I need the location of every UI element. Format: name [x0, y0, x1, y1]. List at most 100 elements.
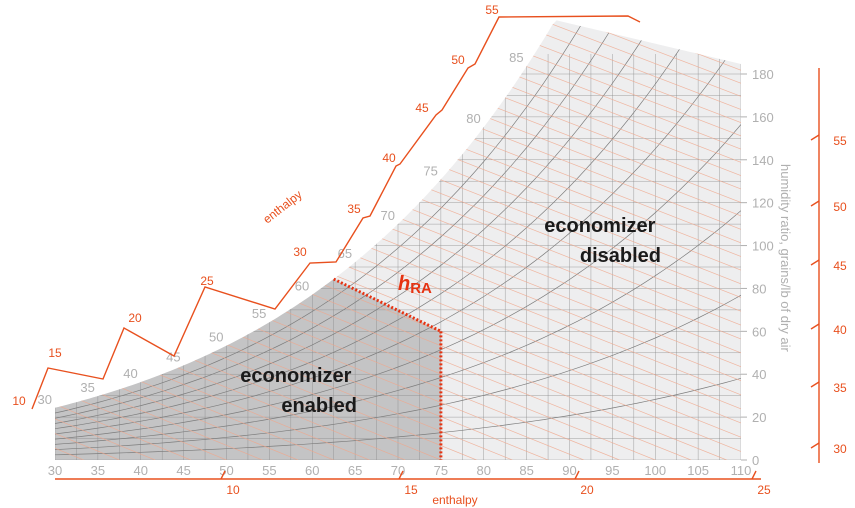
x-tick-labels: 30 35 40 45 50 55 60 65 70 75 80 85 90 95 100 105 110: [48, 463, 752, 478]
enthalpy-left-tick-label: 35: [347, 202, 361, 216]
enthalpy-line: [55, 20, 442, 461]
rh-curve: [55, 36, 741, 435]
rh-curve: [55, 20, 741, 419]
sat-label: 40: [123, 366, 137, 381]
x-tick-label: 65: [348, 463, 362, 478]
y-axis-label: humidity ratio, grains/lb of dry air: [778, 164, 793, 353]
enthalpy-bottom-tick-label: 20: [580, 483, 594, 497]
sat-label: 70: [381, 208, 395, 223]
rh-curve: [55, 20, 741, 430]
enthalpy-right-tick-label: 50: [833, 200, 847, 214]
x-tick-label: 105: [687, 463, 709, 478]
disabled-line2: disabled: [580, 245, 661, 267]
enthalpy-line: [55, 20, 120, 461]
enthalpy-right-tick-label: 40: [833, 323, 847, 337]
enthalpy-bottom-tick-label: 10: [226, 483, 240, 497]
enthalpy-scale-bottom: 10 15 20 25: [55, 470, 771, 497]
enthalpy-line: [344, 20, 741, 461]
enthalpy-bottom-tick: [751, 470, 757, 480]
enthalpy-right-tick: [810, 442, 820, 449]
sat-label: 60: [295, 279, 309, 294]
enthalpy-line: [446, 20, 741, 461]
enthalpy-bottom-tick: [220, 470, 226, 480]
enthalpy-left-tick-label: 25: [200, 274, 214, 288]
sat-label: 55: [252, 306, 266, 321]
x-tick-label: 85: [519, 463, 533, 478]
x-tick-label: 90: [562, 463, 576, 478]
sat-label: 35: [80, 380, 94, 395]
y-tick-label: 140: [752, 153, 774, 168]
enthalpy-right-tick: [810, 381, 820, 388]
enthalpy-right-tick-label: 45: [833, 259, 847, 273]
x-tick-label: 40: [134, 463, 148, 478]
x-tick-label: 50: [219, 463, 233, 478]
x-tick-label: 75: [434, 463, 448, 478]
enabled-line2: enabled: [281, 395, 357, 417]
x-tick-label: 30: [48, 463, 62, 478]
enthalpy-line: [412, 20, 741, 461]
rh-curve: [55, 124, 741, 440]
sat-label: 30: [38, 392, 52, 407]
enthalpy-line: [480, 20, 741, 461]
enthalpy-line: [55, 20, 549, 461]
y-tick-label: 160: [752, 110, 774, 125]
enthalpy-left-axis: [31, 15, 641, 410]
x-tick-label: 55: [262, 463, 276, 478]
y-tick-label: 80: [752, 281, 766, 296]
enthalpy-line: [378, 20, 741, 461]
sat-label: 45: [166, 349, 180, 364]
sat-label: 75: [423, 163, 437, 178]
x-tick-label: 95: [605, 463, 619, 478]
enthalpy-right-tick: [810, 323, 820, 330]
x-tick-label: 45: [176, 463, 190, 478]
y-tick-label: 100: [752, 239, 774, 254]
enthalpy-line: [55, 20, 370, 461]
enthalpy-scale-left: 10 15 20 25 30 35 40 45 50 55: [12, 3, 641, 410]
enthalpy-line: [55, 20, 334, 461]
enthalpy-scale-right: 30 35 40 45 50 55: [810, 68, 847, 463]
x-tick-label: 35: [91, 463, 105, 478]
enthalpy-left-tick-label: 55: [485, 3, 499, 17]
enthalpy-bottom-tick: [398, 470, 404, 480]
boundary-label-h: h: [398, 273, 410, 295]
x-tick-label: 60: [305, 463, 319, 478]
enthalpy-right-tick: [810, 200, 820, 207]
y-tick-label: 120: [752, 196, 774, 211]
economizer-enabled-label: economizer enabled: [240, 365, 357, 417]
enthalpy-left-tick-label: 10: [12, 394, 26, 408]
enthalpy-left-tick-label: 15: [48, 346, 62, 360]
x-tick-label: 80: [477, 463, 491, 478]
y-tick-label: 60: [752, 324, 766, 339]
enabled-line1: economizer: [240, 365, 351, 387]
enthalpy-left-tick-label: 30: [293, 245, 307, 259]
sat-label: 50: [209, 330, 223, 345]
enthalpy-left-tick-label: 50: [451, 53, 465, 67]
enthalpy-left-tick-label: 20: [128, 311, 142, 325]
boundary-label-sub: RA: [410, 280, 432, 297]
rh-curve: [55, 20, 741, 414]
boundary-label: hRA: [398, 273, 432, 297]
enthalpy-right-tick-label: 35: [833, 381, 847, 395]
enthalpy-left-tick-label: 40: [382, 151, 396, 165]
enthalpy-left-tick-label: 45: [415, 101, 429, 115]
enthalpy-right-tick-label: 55: [833, 134, 847, 148]
enthalpy-line: [514, 20, 741, 461]
y-tick-label: 0: [752, 453, 759, 468]
y-tick-label: 180: [752, 67, 774, 82]
enthalpy-bottom-tick-label: 15: [404, 483, 418, 497]
enthalpy-line: [55, 20, 406, 461]
y-tick-label: 20: [752, 410, 766, 425]
saturation-labels: 30 35 40 45 50 55 60 65 70 75 80 85: [38, 50, 524, 407]
enthalpy-line: [55, 20, 741, 461]
economizer-disabled-label: economizer disabled: [544, 215, 661, 267]
enthalpy-right-tick-label: 30: [833, 442, 847, 456]
x-tick-label: 110: [731, 463, 752, 478]
disabled-line1: economizer: [544, 215, 655, 237]
enthalpy-bottom-label: enthalpy: [432, 493, 477, 507]
y-tick-labels: 0 20 40 60 80 100 120 140 160 180: [741, 67, 774, 468]
y-tick-label: 40: [752, 367, 766, 382]
enthalpy-right-tick: [810, 134, 820, 141]
enthalpy-line: [55, 20, 513, 461]
enthalpy-bottom-tick-label: 25: [757, 483, 771, 497]
